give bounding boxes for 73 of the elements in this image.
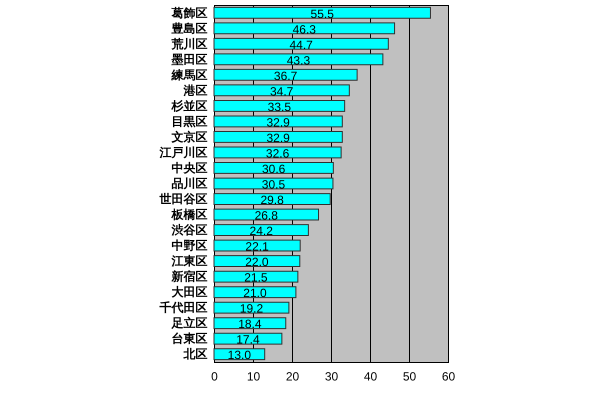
- data-label: 21.5: [244, 270, 268, 285]
- data-label: 24.2: [250, 224, 274, 238]
- y-tick-label: 世田谷区: [158, 192, 208, 206]
- y-tick-label: 足立区: [170, 316, 208, 330]
- y-tick-label: 練馬区: [170, 68, 208, 82]
- data-label: 34.7: [270, 84, 294, 98]
- y-tick-label: 江戸川区: [158, 145, 208, 160]
- bar: [214, 162, 334, 174]
- y-tick-label: 目黒区: [172, 114, 208, 128]
- data-label: 26.8: [254, 208, 278, 223]
- y-tick-label: 品川区: [172, 176, 208, 190]
- bar: [214, 68, 358, 81]
- bar: [214, 38, 389, 50]
- data-label: 13.0: [228, 348, 252, 362]
- data-label: 22.1: [245, 240, 270, 254]
- bar: [214, 255, 300, 268]
- data-label: 19.2: [240, 302, 264, 316]
- bar: [214, 146, 342, 158]
- y-tick-label: 台東区: [172, 332, 208, 346]
- y-tick-label: 千代田区: [158, 300, 208, 315]
- data-label: 33.5: [268, 100, 292, 114]
- data-label: 55.5: [310, 6, 334, 21]
- y-tick-label: 大田区: [172, 285, 208, 300]
- data-label: 17.4: [236, 332, 260, 347]
- data-label: 32.9: [266, 115, 290, 130]
- y-tick-label: 新宿区: [170, 270, 208, 284]
- data-label: 30.5: [262, 178, 286, 192]
- data-label: 22.0: [245, 255, 269, 270]
- y-tick-label: 中央区: [172, 160, 208, 175]
- data-label: 30.6: [262, 162, 286, 176]
- data-label: 32.6: [266, 146, 290, 160]
- y-tick-label: 杉並区: [170, 98, 208, 113]
- x-tick-label: 0: [211, 370, 218, 384]
- y-tick-label: 渋谷区: [170, 223, 208, 238]
- data-label: 18.4: [238, 317, 262, 332]
- y-tick-label: 豊島区: [170, 21, 208, 36]
- bar: [214, 240, 301, 252]
- bar: [214, 286, 296, 298]
- data-label: 32.9: [266, 130, 290, 145]
- x-tick-label: 10: [246, 370, 260, 384]
- data-label: 43.3: [286, 53, 310, 68]
- y-tick-label: 葛飾区: [170, 6, 208, 20]
- data-label: 21.0: [243, 286, 267, 300]
- bar: [214, 131, 343, 143]
- y-tick-label: 江東区: [170, 254, 208, 268]
- y-tick-label: 文京区: [170, 130, 208, 144]
- x-tick-label: 40: [364, 370, 378, 384]
- bar: [214, 208, 320, 220]
- bar: [214, 100, 346, 112]
- y-tick-label: 墨田区: [170, 52, 208, 66]
- data-label: 44.7: [289, 38, 314, 52]
- bar: [214, 178, 334, 190]
- y-tick-label: 北区: [182, 347, 208, 362]
- y-tick-label: 港区: [182, 83, 208, 98]
- y-tick-label: 板橋区: [170, 208, 208, 222]
- bar: [214, 53, 384, 66]
- data-label: 36.7: [274, 68, 298, 83]
- y-tick-label: 荒川区: [170, 36, 208, 51]
- bar: [214, 115, 343, 128]
- x-tick-label: 20: [286, 370, 300, 384]
- bar: [214, 193, 331, 205]
- x-tick-label: 60: [442, 370, 456, 384]
- bar: [214, 302, 290, 314]
- bar: [214, 6, 431, 19]
- bar: [214, 224, 309, 236]
- bar: [214, 84, 350, 96]
- x-tick-label: 30: [324, 370, 338, 384]
- bar: [214, 22, 396, 34]
- y-tick-label: 中野区: [172, 238, 208, 253]
- data-label: 46.3: [292, 22, 316, 36]
- data-label: 29.8: [260, 193, 284, 208]
- bar: [214, 270, 298, 283]
- x-tick-label: 50: [402, 370, 416, 384]
